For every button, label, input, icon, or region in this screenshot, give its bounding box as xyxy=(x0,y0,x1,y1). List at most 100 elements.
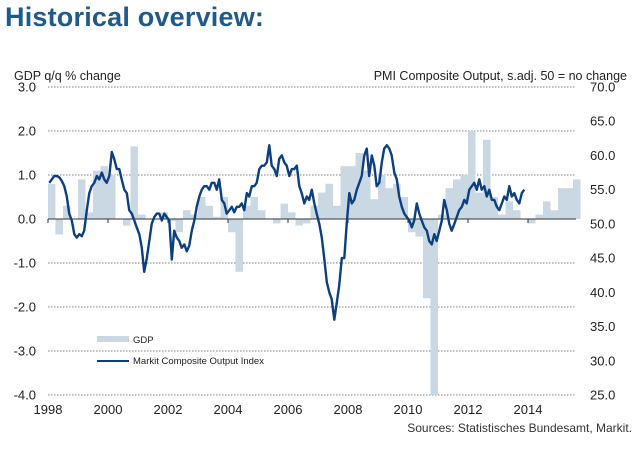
gdp-bars xyxy=(48,131,581,395)
gdp-bar xyxy=(205,205,213,219)
right-tick-label: 50.0 xyxy=(590,216,615,231)
right-tick-label: 60.0 xyxy=(590,148,615,163)
gdp-bar xyxy=(273,219,281,224)
gdp-bar xyxy=(385,188,393,219)
gdp-bar xyxy=(318,192,326,219)
right-axis-label: PMI Composite Output, s.adj. 50 = no cha… xyxy=(374,69,627,83)
source-note: Sources: Statistisches Bundesamt, Markit… xyxy=(407,421,632,435)
x-tick-label: 2008 xyxy=(334,402,363,417)
right-tick-label: 70.0 xyxy=(590,80,615,95)
gridlines xyxy=(48,86,576,396)
x-tick-label: 2004 xyxy=(214,402,243,417)
gdp-bar xyxy=(258,210,266,219)
right-tick-label: 30.0 xyxy=(590,353,615,368)
gdp-bar xyxy=(415,219,423,237)
right-tick-label: 25.0 xyxy=(590,388,615,403)
gdp-bar xyxy=(505,201,513,219)
gdp-bar xyxy=(423,219,431,299)
left-tick-label: 1.0 xyxy=(18,168,36,183)
gdp-bar xyxy=(243,205,251,219)
gdp-bar xyxy=(78,179,86,219)
gdp-bar xyxy=(175,219,183,233)
gdp-bar xyxy=(558,188,566,219)
gdp-bar xyxy=(550,210,558,219)
gdp-bar xyxy=(93,170,101,219)
left-tick-label: 3.0 xyxy=(18,80,36,95)
gdp-bar xyxy=(310,205,318,219)
gdp-bar xyxy=(325,183,333,219)
gdp-bar xyxy=(528,219,536,224)
gdp-bar xyxy=(213,216,221,219)
gdp-bar xyxy=(483,139,491,219)
left-axis-label: GDP q/q % change xyxy=(14,69,121,83)
gdp-bar xyxy=(108,175,116,219)
left-tick-label: -3.0 xyxy=(14,344,36,359)
pmi-line-group xyxy=(48,143,526,321)
x-tick-label: 1998 xyxy=(34,402,63,417)
legend-gdp-label: GDP xyxy=(133,335,154,346)
gdp-bar xyxy=(370,199,378,219)
gdp-bar xyxy=(48,183,56,219)
gdp-bar xyxy=(393,183,401,219)
gdp-bar xyxy=(453,179,461,219)
gdp-bar xyxy=(85,212,93,219)
legend-gdp-swatch xyxy=(97,336,129,342)
left-tick-label: -2.0 xyxy=(14,300,36,315)
gdp-bar xyxy=(363,170,371,219)
left-ticks: 3.0 2.0 1.0 0.0 -1.0 -2.0 -3.0 -4.0 xyxy=(14,80,36,403)
gdp-bar xyxy=(445,188,453,219)
gdp-bar xyxy=(490,197,498,219)
x-tick-label: 2000 xyxy=(94,402,123,417)
gdp-bar xyxy=(535,214,543,219)
gdp-bar xyxy=(400,197,408,219)
left-tick-label: 0.0 xyxy=(18,212,36,227)
right-tick-label: 45.0 xyxy=(590,251,615,266)
left-tick-label: -1.0 xyxy=(14,256,36,271)
gdp-bar xyxy=(183,210,191,219)
gdp-bar xyxy=(250,197,258,219)
gdp-bar xyxy=(513,210,521,219)
gdp-bar xyxy=(573,179,581,219)
x-tick-label: 2010 xyxy=(394,402,423,417)
left-tick-label: 2.0 xyxy=(18,124,36,139)
gdp-bar xyxy=(235,219,243,272)
gdp-bar xyxy=(333,205,341,219)
left-tick-label: -4.0 xyxy=(14,388,36,403)
x-tick-label: 2006 xyxy=(274,402,303,417)
gdp-bar xyxy=(543,201,551,219)
right-tick-label: 65.0 xyxy=(590,114,615,129)
gdp-bar xyxy=(138,214,146,219)
gdp-bar xyxy=(348,166,356,219)
gdp-bar xyxy=(498,214,506,219)
legend: GDP Markit Composite Output Index xyxy=(97,335,264,367)
x-tick-label: 2014 xyxy=(514,402,543,417)
x-tick-label: 2012 xyxy=(454,402,483,417)
gdp-bar xyxy=(378,175,386,219)
gdp-bar xyxy=(228,219,236,233)
gdp-bar xyxy=(303,219,311,224)
chart-title: Historical overview: xyxy=(5,2,265,32)
right-tick-label: 40.0 xyxy=(590,285,615,300)
pmi-line xyxy=(48,143,526,321)
gdp-bar xyxy=(475,192,483,219)
gdp-bar xyxy=(340,166,348,219)
x-tick-label: 2002 xyxy=(154,402,183,417)
gdp-bar xyxy=(100,166,108,219)
right-ticks: 70.0 65.0 60.0 55.0 50.0 45.0 40.0 35.0 30.0 25.0 xyxy=(590,80,615,403)
gdp-bar xyxy=(468,131,476,219)
gdp-bar xyxy=(198,197,206,219)
gdp-bar xyxy=(460,175,468,219)
gdp-bar xyxy=(130,146,138,219)
gdp-bar xyxy=(55,219,63,235)
gdp-bar xyxy=(168,219,176,222)
gdp-bar xyxy=(565,188,573,219)
gdp-bar xyxy=(295,219,303,226)
gdp-bar xyxy=(123,219,131,226)
gdp-bar xyxy=(288,212,296,219)
right-tick-label: 35.0 xyxy=(590,319,615,334)
legend-pmi-label: Markit Composite Output Index xyxy=(133,356,264,367)
gdp-bar xyxy=(280,203,288,219)
x-ticks: 1998 2000 2002 2004 2006 2008 2010 2012 2014 xyxy=(34,402,543,417)
gdp-bar xyxy=(63,205,71,219)
